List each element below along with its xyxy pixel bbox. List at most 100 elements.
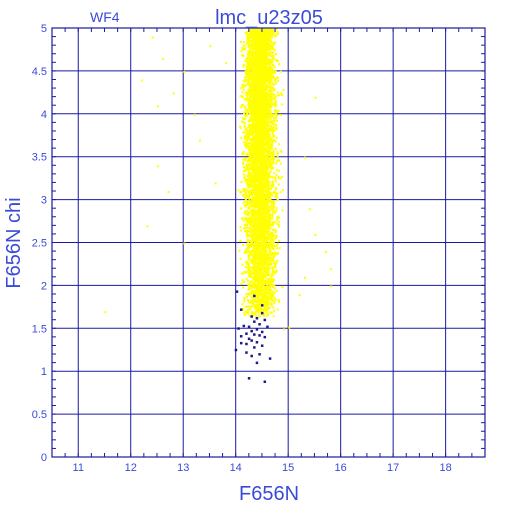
data-point — [267, 296, 270, 299]
data-point — [268, 148, 271, 151]
data-point — [243, 211, 246, 214]
data-point — [274, 70, 277, 73]
data-point — [268, 28, 271, 31]
data-point — [257, 45, 260, 48]
data-point — [247, 254, 250, 257]
data-point — [244, 265, 247, 268]
data-point — [247, 100, 250, 103]
data-point — [261, 261, 264, 264]
data-point — [260, 78, 263, 81]
data-point — [254, 310, 257, 313]
data-point — [270, 89, 273, 92]
data-point — [266, 153, 269, 156]
data-point — [272, 166, 275, 169]
data-point — [245, 292, 248, 295]
data-point — [246, 96, 249, 99]
data-point — [268, 196, 271, 199]
data-point — [253, 63, 256, 66]
data-point — [246, 36, 249, 39]
data-point — [276, 192, 279, 195]
data-point — [271, 236, 274, 239]
data-point — [266, 41, 269, 44]
data-point — [270, 245, 273, 248]
data-point — [249, 235, 252, 238]
data-point — [273, 287, 276, 290]
data-point — [239, 257, 242, 260]
data-point — [251, 266, 254, 269]
data-point — [272, 152, 275, 155]
data-point — [259, 149, 262, 152]
data-point — [269, 46, 272, 49]
data-point — [273, 109, 276, 112]
data-point — [244, 60, 247, 63]
data-point — [273, 66, 276, 69]
data-point — [254, 155, 257, 158]
data-point — [256, 309, 259, 312]
data-point — [264, 114, 267, 117]
data-point — [247, 97, 250, 100]
data-point — [268, 287, 271, 290]
data-point — [252, 28, 255, 31]
data-point — [270, 167, 273, 170]
data-point — [244, 305, 247, 308]
data-point — [240, 229, 243, 232]
data-point — [267, 288, 270, 291]
data-point — [244, 212, 247, 215]
data-point — [241, 272, 244, 275]
data-point — [246, 91, 249, 94]
data-point — [264, 83, 267, 86]
data-point — [271, 222, 274, 225]
data-point — [262, 66, 265, 69]
data-point — [263, 173, 266, 176]
data-point — [270, 207, 273, 210]
data-point — [257, 71, 260, 74]
data-point — [258, 175, 261, 178]
data-point — [259, 92, 262, 95]
data-point — [251, 64, 254, 67]
data-point — [267, 213, 270, 216]
data-point — [256, 133, 259, 136]
data-point — [257, 221, 260, 224]
data-point — [277, 183, 280, 186]
data-point — [245, 295, 248, 298]
data-point — [249, 56, 252, 59]
data-point — [245, 97, 248, 100]
data-point — [255, 309, 258, 312]
data-point — [262, 28, 265, 31]
data-point — [240, 87, 243, 90]
data-point — [266, 272, 269, 275]
data-point — [258, 247, 261, 250]
data-point — [263, 308, 266, 311]
data-point — [267, 197, 270, 200]
data-point — [242, 104, 245, 107]
data-point — [249, 223, 252, 226]
data-point — [252, 66, 255, 69]
data-point — [240, 95, 243, 98]
data-point — [245, 243, 248, 246]
data-point — [270, 281, 273, 284]
data-point — [271, 246, 274, 249]
data-point — [265, 30, 268, 33]
data-point — [247, 300, 250, 303]
data-point — [241, 279, 244, 282]
data-point — [265, 308, 268, 311]
data-point — [247, 293, 250, 296]
data-point — [260, 126, 263, 129]
data-point — [257, 184, 260, 187]
data-point — [258, 214, 261, 217]
data-point — [264, 223, 267, 226]
data-point — [265, 294, 268, 297]
data-point — [266, 107, 269, 110]
data-point — [271, 68, 274, 71]
data-point — [254, 167, 257, 170]
data-point — [248, 179, 251, 182]
data-point — [265, 38, 268, 41]
data-point — [270, 116, 273, 119]
data-point — [266, 62, 269, 65]
data-point — [263, 134, 266, 137]
data-point — [262, 56, 265, 59]
data-point — [243, 125, 246, 128]
data-point — [245, 196, 248, 199]
data-point — [272, 211, 275, 214]
data-point — [258, 52, 261, 55]
